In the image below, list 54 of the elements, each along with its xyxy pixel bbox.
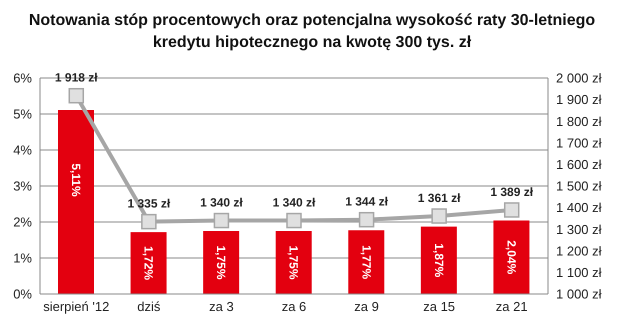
point bbox=[68, 88, 84, 104]
y-tick-label: 3% bbox=[13, 178, 32, 194]
y2-tick-label: 1 200 zł bbox=[556, 243, 602, 258]
point bbox=[504, 202, 520, 218]
y2-tick-label: 2 000 zł bbox=[556, 70, 602, 86]
y2-tick-label: 1 600 zł bbox=[556, 157, 602, 172]
bar bbox=[203, 231, 240, 294]
y2-tick-label: 1 500 zł bbox=[556, 178, 602, 194]
y2-tick-label: 1 000 zł bbox=[556, 286, 602, 302]
data-label: 1,75% bbox=[286, 245, 301, 280]
data-label: 1,87% bbox=[432, 243, 446, 278]
y-tick-label: 6% bbox=[13, 70, 32, 86]
point bbox=[286, 212, 302, 228]
data-label: 1,77% bbox=[359, 245, 374, 280]
x-tick-label: dziś bbox=[137, 299, 161, 314]
x-tick-label: sierpień '12 bbox=[43, 299, 110, 314]
x-tick-label: za 15 bbox=[423, 299, 456, 314]
y2-tick-label: 1 100 zł bbox=[556, 265, 602, 280]
point bbox=[214, 212, 230, 228]
bar bbox=[348, 230, 384, 294]
data-label: 2,04% bbox=[504, 240, 518, 275]
bar bbox=[130, 232, 167, 294]
data-label: 1 918 zł bbox=[54, 70, 98, 85]
bar bbox=[493, 220, 530, 294]
y2-tick-label: 1 800 zł bbox=[556, 114, 602, 129]
data-label: 1 361 zł bbox=[418, 191, 462, 206]
y-tick-label: 4% bbox=[13, 142, 32, 158]
data-label: 1 340 zł bbox=[200, 196, 244, 210]
data-label: 1 340 zł bbox=[272, 196, 316, 210]
bar bbox=[58, 110, 94, 294]
bar bbox=[276, 231, 312, 294]
point bbox=[358, 212, 374, 228]
y2-tick-label: 1 900 zł bbox=[556, 92, 602, 108]
data-label: 1 335 zł bbox=[128, 196, 171, 211]
x-tick-label: za 9 bbox=[354, 299, 379, 314]
point bbox=[431, 208, 447, 224]
x-tick-label: za 3 bbox=[209, 299, 234, 314]
data-label: 1,72% bbox=[142, 246, 156, 280]
y-tick-label: 0% bbox=[13, 286, 32, 302]
y2-tick-label: 1 300 zł bbox=[556, 222, 602, 237]
x-tick-label: za 21 bbox=[496, 299, 528, 314]
chart-title: Notowania stóp procentowych oraz potencjalna wysokość raty 30-letniego kredytu hipotecznego na kwotę 300 tys. zł bbox=[28, 11, 596, 53]
y-tick-label: 5% bbox=[13, 106, 32, 122]
data-label: 1 389 zł bbox=[490, 184, 534, 199]
data-label: 1,75% bbox=[214, 245, 228, 280]
y-tick-label: 1% bbox=[13, 250, 32, 266]
y2-tick-label: 1 400 zł bbox=[556, 200, 602, 216]
y-tick-label: 2% bbox=[13, 214, 32, 230]
x-tick-label: za 6 bbox=[282, 299, 306, 314]
bar bbox=[420, 226, 457, 294]
data-label: 5,11% bbox=[69, 163, 83, 198]
y2-tick-label: 1 700 zł bbox=[556, 135, 602, 150]
point bbox=[141, 214, 157, 230]
data-label: 1 344 zł bbox=[345, 194, 389, 209]
